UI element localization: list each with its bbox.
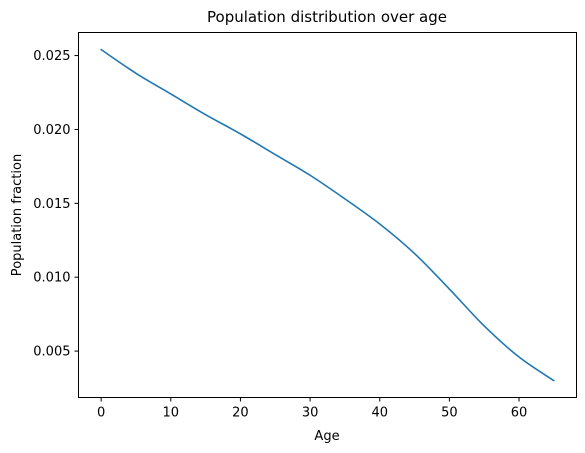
y-tick-label: 0.005 (33, 345, 70, 360)
x-tick-label: 20 (232, 406, 249, 421)
x-tick-label: 0 (97, 406, 105, 421)
x-tick-label: 60 (511, 406, 528, 421)
x-axis: 0 10 20 30 40 50 60 (97, 397, 528, 421)
chart-title: Population distribution over age (207, 8, 447, 26)
x-tick-label: 10 (163, 406, 180, 421)
y-tick-label: 0.020 (33, 123, 70, 138)
y-axis-label: Population fraction (10, 154, 25, 276)
x-tick-label: 30 (302, 406, 319, 421)
x-axis-label: Age (314, 429, 339, 444)
y-axis: 0.005 0.010 0.015 0.020 0.025 (33, 49, 79, 360)
series-line-0 (100, 48, 555, 382)
y-tick-label: 0.010 (33, 271, 70, 286)
y-tick-label: 0.015 (33, 197, 70, 212)
x-tick-label: 50 (441, 406, 458, 421)
x-tick-label: 40 (371, 406, 388, 421)
plot-frame (78, 32, 577, 398)
plot-area (100, 48, 555, 382)
y-tick-label: 0.025 (33, 49, 70, 64)
